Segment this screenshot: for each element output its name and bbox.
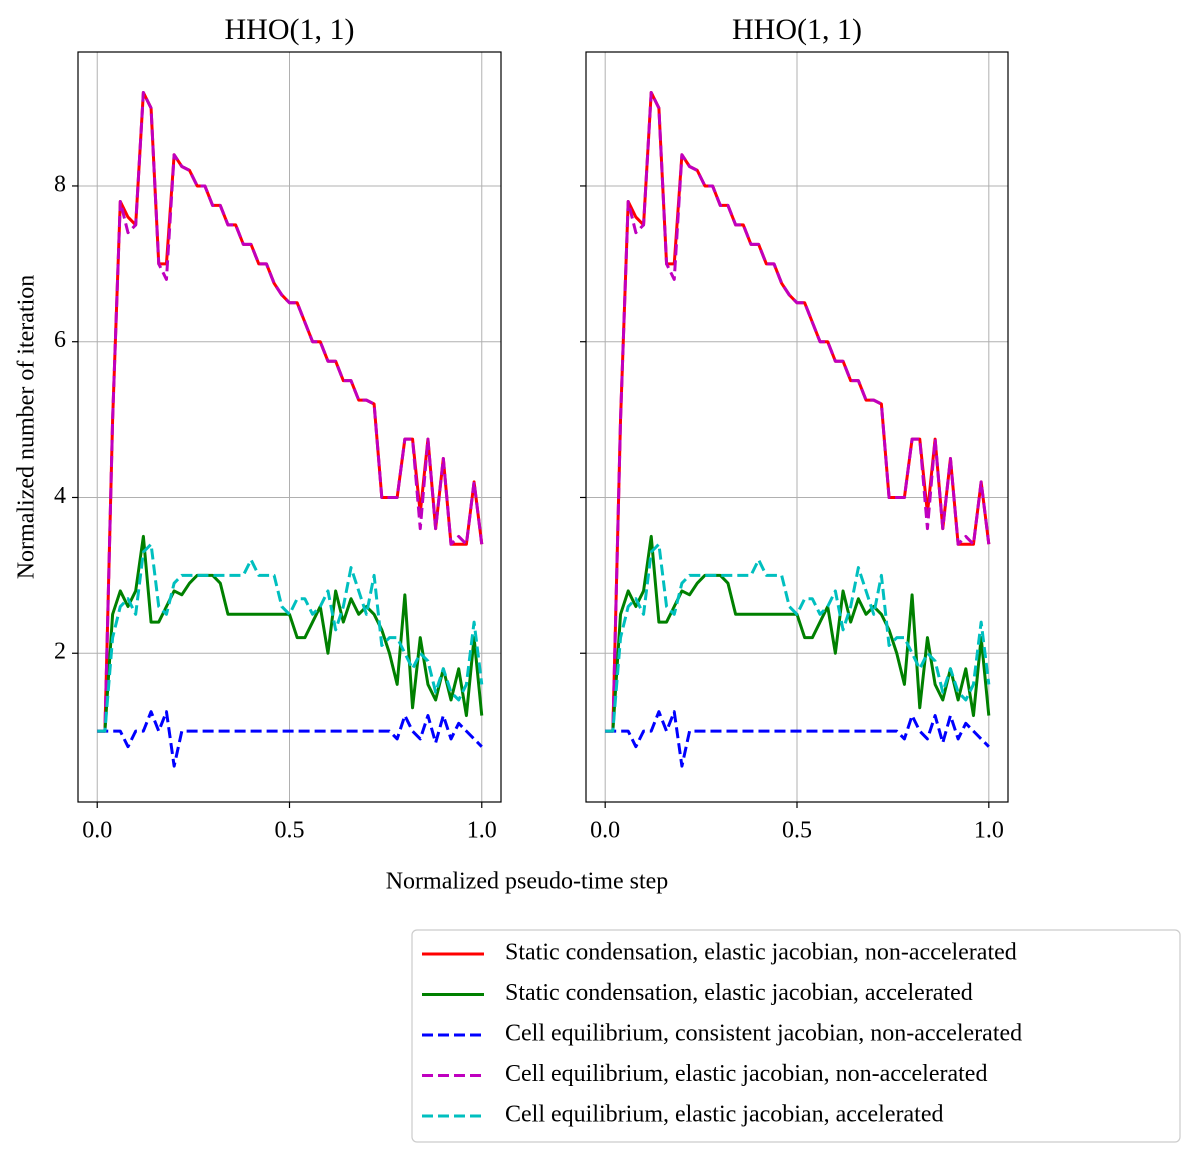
x-tick-label: 0.0 — [82, 818, 112, 844]
series-line — [97, 91, 484, 733]
legend-label: Cell equilibrium, elastic jacobian, non-… — [505, 1061, 987, 1087]
x-axis-label: Normalized pseudo-time step — [386, 869, 669, 895]
series-line — [605, 710, 990, 768]
x-tick-label: 0.0 — [590, 818, 620, 844]
legend-label: Cell equilibrium, consistent jacobian, n… — [505, 1021, 1022, 1047]
x-tick-label: 0.5 — [275, 818, 305, 844]
series-line — [605, 542, 991, 733]
series-line — [97, 710, 483, 768]
x-tick-label: 1.0 — [974, 818, 1004, 844]
y-tick-label: 4 — [54, 483, 66, 509]
legend-label: Static condensation, elastic jacobian, n… — [505, 940, 1017, 966]
y-tick-label: 2 — [54, 639, 66, 665]
legend: Static condensation, elastic jacobian, n… — [411, 929, 1181, 1143]
axes-frame — [585, 51, 1009, 803]
y-axis-label: Normalized number of iteration — [14, 275, 40, 580]
axes-frame — [77, 51, 502, 803]
chart-title: HHO(1, 1) — [225, 13, 355, 46]
chart-title: HHO(1, 1) — [732, 13, 862, 46]
y-tick-label: 6 — [54, 327, 66, 353]
x-tick-label: 0.5 — [782, 818, 812, 844]
series-line — [605, 91, 991, 733]
legend-frame — [411, 929, 1181, 1143]
x-tick-label: 1.0 — [467, 818, 497, 844]
legend-label: Static condensation, elastic jacobian, a… — [505, 980, 973, 1006]
legend-label: Cell equilibrium, elastic jacobian, acce… — [505, 1102, 943, 1128]
series-line — [97, 542, 484, 733]
y-tick-label: 8 — [54, 171, 66, 197]
